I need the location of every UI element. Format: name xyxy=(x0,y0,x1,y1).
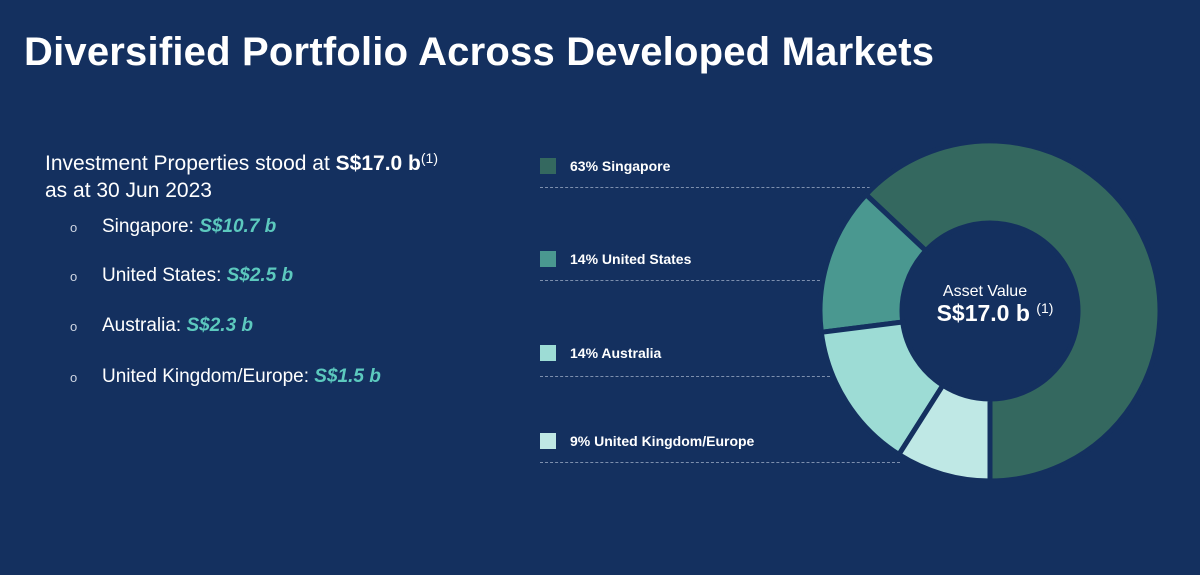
legend-label: 63% Singapore xyxy=(570,158,671,174)
asset-value-donut-chart xyxy=(817,138,1163,484)
summary-line-1: Investment Properties stood at S$17.0 b(… xyxy=(45,150,565,177)
donut-slice-singapore xyxy=(862,138,1163,484)
summary-prefix: Investment Properties stood at xyxy=(45,152,336,175)
list-item: o Australia: S$2.3 b xyxy=(70,311,253,341)
summary-date: as at 30 Jun 2023 xyxy=(45,179,212,202)
donut-center-label: Asset Value xyxy=(942,283,1028,300)
list-item: o United Kingdom/Europe: S$1.5 b xyxy=(70,362,381,392)
list-item-label: Australia: xyxy=(102,315,182,336)
list-item-value: S$2.3 b xyxy=(186,315,254,336)
circle-bullet-icon: o xyxy=(70,318,78,334)
summary-footnote: (1) xyxy=(420,150,439,166)
list-item-value: S$10.7 b xyxy=(199,216,277,237)
legend-label: 14% United States xyxy=(570,251,692,267)
legend-item-australia: 14% Australia xyxy=(540,342,661,364)
page-title: Diversified Portfolio Across Developed M… xyxy=(24,30,935,74)
list-item-value: S$1.5 b xyxy=(314,366,381,387)
legend-swatch xyxy=(540,158,556,174)
list-item-value: S$2.5 b xyxy=(226,265,294,286)
legend-item-united-states: 14% United States xyxy=(540,248,691,270)
legend-label: 9% United Kingdom/Europe xyxy=(570,433,755,449)
legend-item-uk-europe: 9% United Kingdom/Europe xyxy=(540,430,754,452)
list-item: o United States: S$2.5 b xyxy=(70,261,293,291)
donut-center-footnote: (1) xyxy=(1036,300,1054,316)
legend-swatch xyxy=(540,251,556,267)
donut-center-amount: S$17.0 b xyxy=(936,300,1030,326)
summary-total-value: S$17.0 b xyxy=(335,152,421,175)
list-item-label: United Kingdom/Europe: xyxy=(102,366,310,387)
legend-divider xyxy=(540,187,870,188)
circle-bullet-icon: o xyxy=(70,219,78,235)
legend-divider xyxy=(540,462,900,463)
list-item: o Singapore: S$10.7 b xyxy=(70,212,276,242)
circle-bullet-icon: o xyxy=(70,369,78,385)
legend-swatch xyxy=(540,433,556,449)
legend-divider xyxy=(540,376,835,377)
legend-swatch xyxy=(540,345,556,361)
list-item-label: United States: xyxy=(102,265,222,286)
legend-item-singapore: 63% Singapore xyxy=(540,155,670,177)
donut-slice-uk-europe xyxy=(895,381,993,484)
portfolio-summary: Investment Properties stood at S$17.0 b(… xyxy=(45,150,565,204)
legend-label: 14% Australia xyxy=(570,345,662,361)
legend-divider xyxy=(540,280,825,281)
list-item-label: Singapore: xyxy=(102,216,194,237)
donut-center-value: S$17.0 b (1) xyxy=(905,300,1085,327)
circle-bullet-icon: o xyxy=(70,268,78,284)
